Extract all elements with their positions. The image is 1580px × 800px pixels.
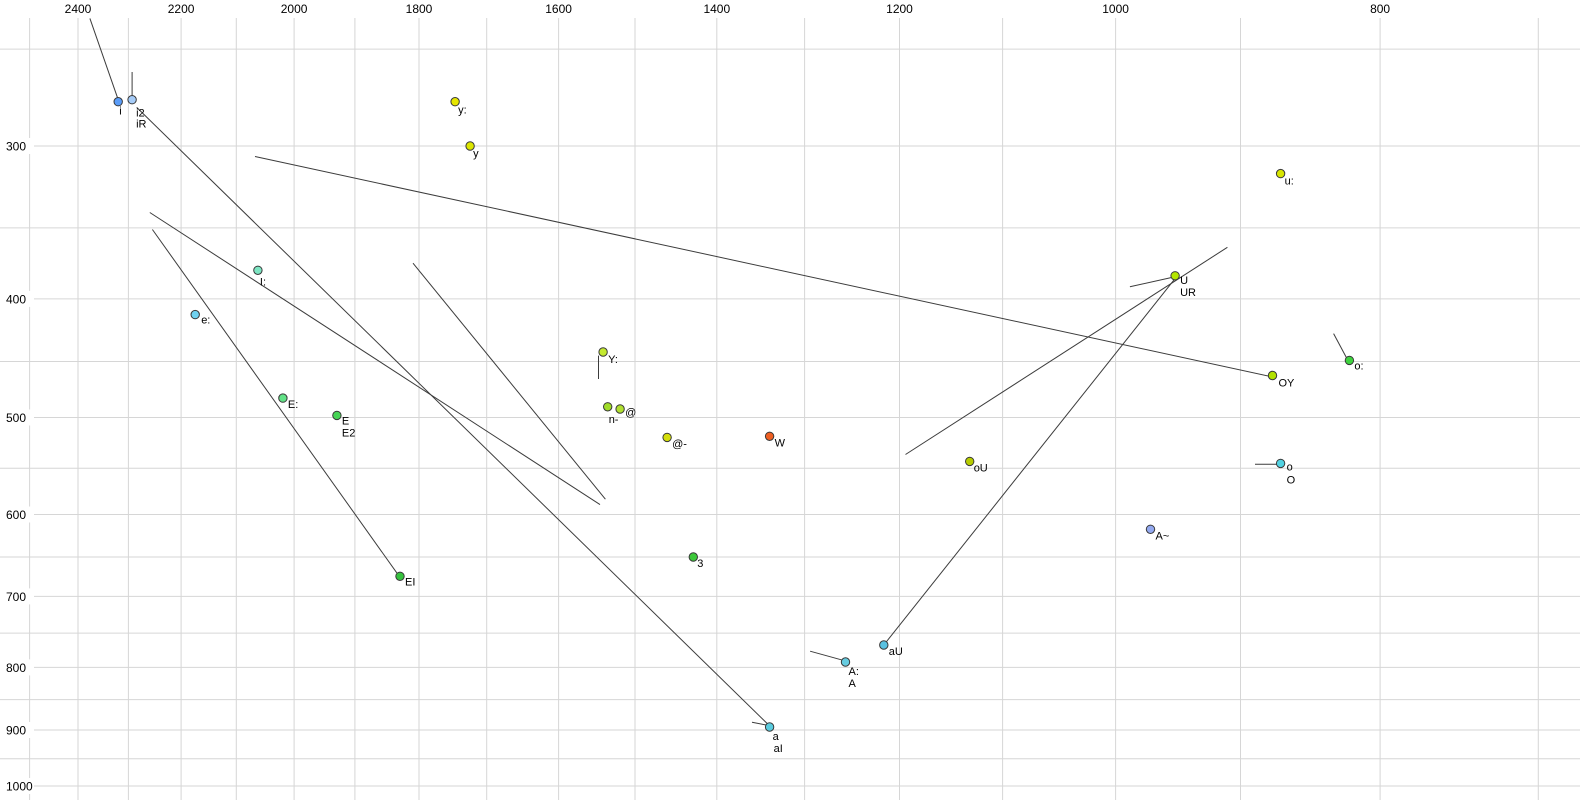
point-label-23-1-A: A <box>849 678 857 690</box>
point-label-22-0-aU: aU <box>889 646 903 658</box>
point-label-14-0-pt: @ <box>625 407 636 419</box>
data-point-8-Y[interactable] <box>598 347 608 357</box>
data-point-4-u[interactable] <box>1275 168 1286 179</box>
segment-trajectory-aI <box>136 107 769 725</box>
segment-tick-a <box>751 721 768 726</box>
segment-trajectory-aU-U <box>883 278 1176 646</box>
data-point-11-E[interactable] <box>278 393 288 403</box>
data-point-6-e[interactable] <box>190 309 200 320</box>
y-tick-label-500: 500 <box>6 411 26 425</box>
x-tick-label-1600: 1600 <box>545 2 572 16</box>
y-tick-label-600: 600 <box>6 508 26 522</box>
point-label-7-1-UR: UR <box>1180 287 1196 299</box>
point-label-7-0-U: U <box>1180 275 1188 287</box>
segment-tick-A <box>809 650 845 662</box>
x-tick-label-2000: 2000 <box>281 2 308 16</box>
data-point-15-pt[interactable] <box>662 432 672 443</box>
data-point-24-a[interactable] <box>764 722 775 732</box>
x-tick-label-1400: 1400 <box>703 2 730 16</box>
point-label-6-0-e: e: <box>201 315 210 327</box>
x-tick-label-1200: 1200 <box>886 2 913 16</box>
y-tick-label-1000: 1000 <box>6 780 33 794</box>
point-label-24-0-a: a <box>773 731 780 743</box>
y-tick-chip <box>0 722 34 738</box>
data-point-19-A[interactable] <box>1145 524 1156 534</box>
y-tick-chip <box>0 659 34 676</box>
segment-trajectory-OY <box>254 156 1272 378</box>
y-tick-label-400: 400 <box>6 292 26 306</box>
data-point-14-pt[interactable] <box>615 404 625 414</box>
point-label-9-0-o: o: <box>1354 360 1363 372</box>
data-point-1-i2[interactable] <box>127 95 137 105</box>
y-tick-chip <box>0 290 34 307</box>
y-tick-chip <box>0 138 34 154</box>
y-tick-label-300: 300 <box>6 140 26 154</box>
x-tick-label-2400: 2400 <box>65 2 92 16</box>
y-tick-label-900: 900 <box>6 724 26 738</box>
point-label-1-1-iR: iR <box>136 119 146 131</box>
data-point-0-i[interactable] <box>113 97 123 107</box>
y-tick-label-700: 700 <box>6 590 26 604</box>
point-label-18-1-O: O <box>1287 474 1296 486</box>
y-tick-chip <box>0 778 34 794</box>
data-point-23-A[interactable] <box>840 657 851 667</box>
data-point-13-n[interactable] <box>603 402 613 412</box>
point-label-12-0-E: E <box>342 415 349 427</box>
segment-lead-in-i <box>89 18 119 100</box>
point-label-23-0-A: A: <box>849 666 859 678</box>
point-label-21-0-EI: EI <box>405 576 415 588</box>
point-label-16-0-W: W <box>775 437 786 449</box>
point-label-18-0-o: o <box>1287 461 1293 473</box>
data-point-20-3[interactable] <box>688 552 698 562</box>
x-tick-label-1800: 1800 <box>406 2 433 16</box>
segment-tick-U <box>1129 276 1173 288</box>
point-label-0-0-i: i <box>119 106 121 118</box>
data-point-9-o[interactable] <box>1344 355 1355 366</box>
data-point-18-o[interactable] <box>1275 458 1286 469</box>
data-point-21-EI[interactable] <box>395 571 405 581</box>
data-point-7-U[interactable] <box>1170 271 1180 281</box>
segment-trajectory-oU-U <box>905 246 1228 455</box>
x-tick-label-1000: 1000 <box>1102 2 1129 16</box>
point-label-3-0-y: y <box>473 148 479 160</box>
point-label-8-0-Y: Y: <box>608 354 618 366</box>
point-label-20-0-3: 3 <box>697 558 703 570</box>
data-point-12-E[interactable] <box>332 410 342 421</box>
x-tick-label-800: 800 <box>1370 2 1390 16</box>
data-point-17-oU[interactable] <box>965 456 975 467</box>
data-point-3-y[interactable] <box>465 141 475 151</box>
point-label-17-0-oU: oU <box>974 462 988 474</box>
point-label-12-1-E2: E2 <box>342 427 355 439</box>
y-tick-chip <box>0 409 34 426</box>
segment-tick-o-long <box>1333 333 1349 361</box>
y-tick-label-800: 800 <box>6 661 26 675</box>
segment-trajectory-mid <box>412 262 606 500</box>
point-label-19-0-A: A~ <box>1156 530 1170 542</box>
data-point-16-W[interactable] <box>764 431 775 441</box>
point-label-2-0-y: y: <box>458 105 467 117</box>
point-label-15-0-pt: @- <box>672 438 687 450</box>
segment-trajectory-long-1 <box>149 212 601 506</box>
point-label-1-0-i2: i2 <box>136 108 145 120</box>
data-point-2-y[interactable] <box>450 97 460 107</box>
point-label-10-0-OY: OY <box>1279 378 1296 390</box>
point-label-11-0-E: E: <box>288 399 298 411</box>
point-label-24-1-aI: aI <box>774 743 783 755</box>
data-point-22-aU[interactable] <box>879 640 889 650</box>
segment-trajectory-EI <box>151 229 399 575</box>
y-tick-chip <box>0 588 34 605</box>
point-label-4-0-u: u: <box>1285 176 1294 188</box>
data-point-10-OY[interactable] <box>1267 370 1278 381</box>
point-label-13-0-n: n- <box>609 414 619 426</box>
y-tick-chip <box>0 506 34 523</box>
data-point-5-I[interactable] <box>253 265 263 275</box>
x-tick-label-2200: 2200 <box>168 2 195 16</box>
point-label-5-0-I: I: <box>260 276 266 288</box>
